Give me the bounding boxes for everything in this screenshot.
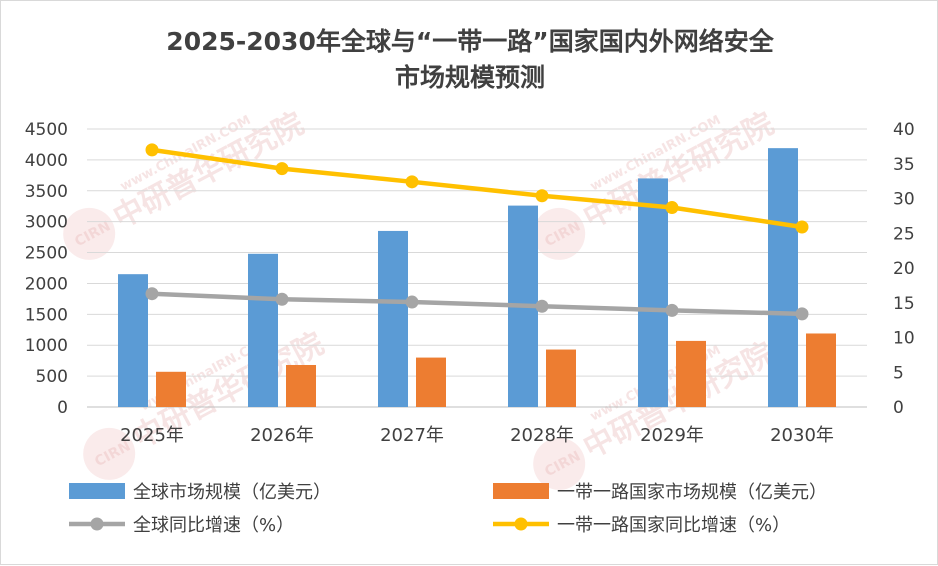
legend-label: 全球市场规模（亿美元） xyxy=(133,482,331,503)
x-tick-label: 2028年 xyxy=(510,425,574,446)
line-point xyxy=(795,307,809,321)
gridlines xyxy=(87,128,867,408)
y-right-tick-label: 40 xyxy=(893,120,915,140)
line-point xyxy=(535,189,549,203)
x-tick-label: 2026年 xyxy=(250,425,314,446)
y-left-tick-label: 1500 xyxy=(25,305,68,325)
y-right-tick-label: 0 xyxy=(893,398,904,418)
y-right-tick-label: 5 xyxy=(893,363,904,383)
y-left-tick-label: 3000 xyxy=(25,213,68,233)
y-left-tick-label: 0 xyxy=(57,398,68,418)
legend-swatch xyxy=(493,483,549,499)
chart-title-line-1: 2025-2030年全球与“一带一路”国家国内外网络安全 xyxy=(166,27,774,56)
x-tick-label: 2025年 xyxy=(120,425,184,446)
line-series xyxy=(145,143,809,321)
chart-title: 2025-2030年全球与“一带一路”国家国内外网络安全 市场规模预测 xyxy=(166,27,774,92)
y-left-tick-label: 2500 xyxy=(25,244,68,264)
watermark-logo-circle xyxy=(83,427,136,480)
bar xyxy=(248,253,278,407)
y-left-tick-label: 1000 xyxy=(25,336,68,356)
bar xyxy=(156,371,186,407)
bar xyxy=(286,364,316,407)
x-tick-label: 2027年 xyxy=(380,425,444,446)
bar xyxy=(638,178,668,407)
line-point xyxy=(795,220,809,234)
line-point xyxy=(405,295,419,309)
legend-label: 全球同比增速（%） xyxy=(133,515,294,536)
line-point xyxy=(275,162,289,176)
watermark-logo-circle xyxy=(533,207,586,260)
legend-label: 一带一路国家同比增速（%） xyxy=(557,515,790,536)
bar xyxy=(546,349,576,407)
series-line xyxy=(151,291,803,317)
axis-labels: 0 500 1000 1500 2000 2500 3000 3500 4000 4500 0 5 10… xyxy=(25,120,915,446)
line-point xyxy=(665,303,679,317)
watermark-logo-circle xyxy=(63,207,116,260)
line-point xyxy=(665,201,679,215)
bar xyxy=(378,230,408,407)
bar xyxy=(676,340,706,407)
y-right-tick-label: 25 xyxy=(893,224,915,244)
legend-swatch xyxy=(69,483,125,499)
bar xyxy=(416,357,446,407)
line-point xyxy=(535,299,549,313)
line-point xyxy=(145,287,159,301)
y-right-tick-label: 30 xyxy=(893,190,915,210)
y-left-tick-label: 4000 xyxy=(25,151,68,171)
series-line xyxy=(151,147,803,230)
line-point xyxy=(275,292,289,306)
legend-marker xyxy=(90,517,104,531)
bar xyxy=(768,148,798,407)
x-tick-label: 2030年 xyxy=(770,425,834,446)
bar xyxy=(118,274,148,407)
y-right-tick-label: 35 xyxy=(893,155,915,175)
x-tick-label: 2029年 xyxy=(640,425,704,446)
watermark-logo-circle xyxy=(533,437,586,490)
y-left-tick-label: 4500 xyxy=(25,120,68,140)
legend-label: 一带一路国家市场规模（亿美元） xyxy=(557,482,827,503)
chart-title-line-2: 市场规模预测 xyxy=(395,63,545,92)
y-left-tick-label: 2000 xyxy=(25,274,68,294)
legend: 全球市场规模（亿美元） 一带一路国家市场规模（亿美元） 全球同比增速（%） 一带一路国… xyxy=(69,482,827,536)
line-point xyxy=(145,143,159,157)
y-right-tick-label: 15 xyxy=(893,294,915,314)
y-left-tick-label: 3500 xyxy=(25,182,68,202)
y-right-tick-label: 10 xyxy=(893,329,915,349)
bar xyxy=(806,333,836,407)
y-left-tick-label: 500 xyxy=(36,367,68,387)
line-point xyxy=(405,175,419,189)
legend-marker xyxy=(514,517,528,531)
y-right-tick-label: 20 xyxy=(893,259,915,279)
